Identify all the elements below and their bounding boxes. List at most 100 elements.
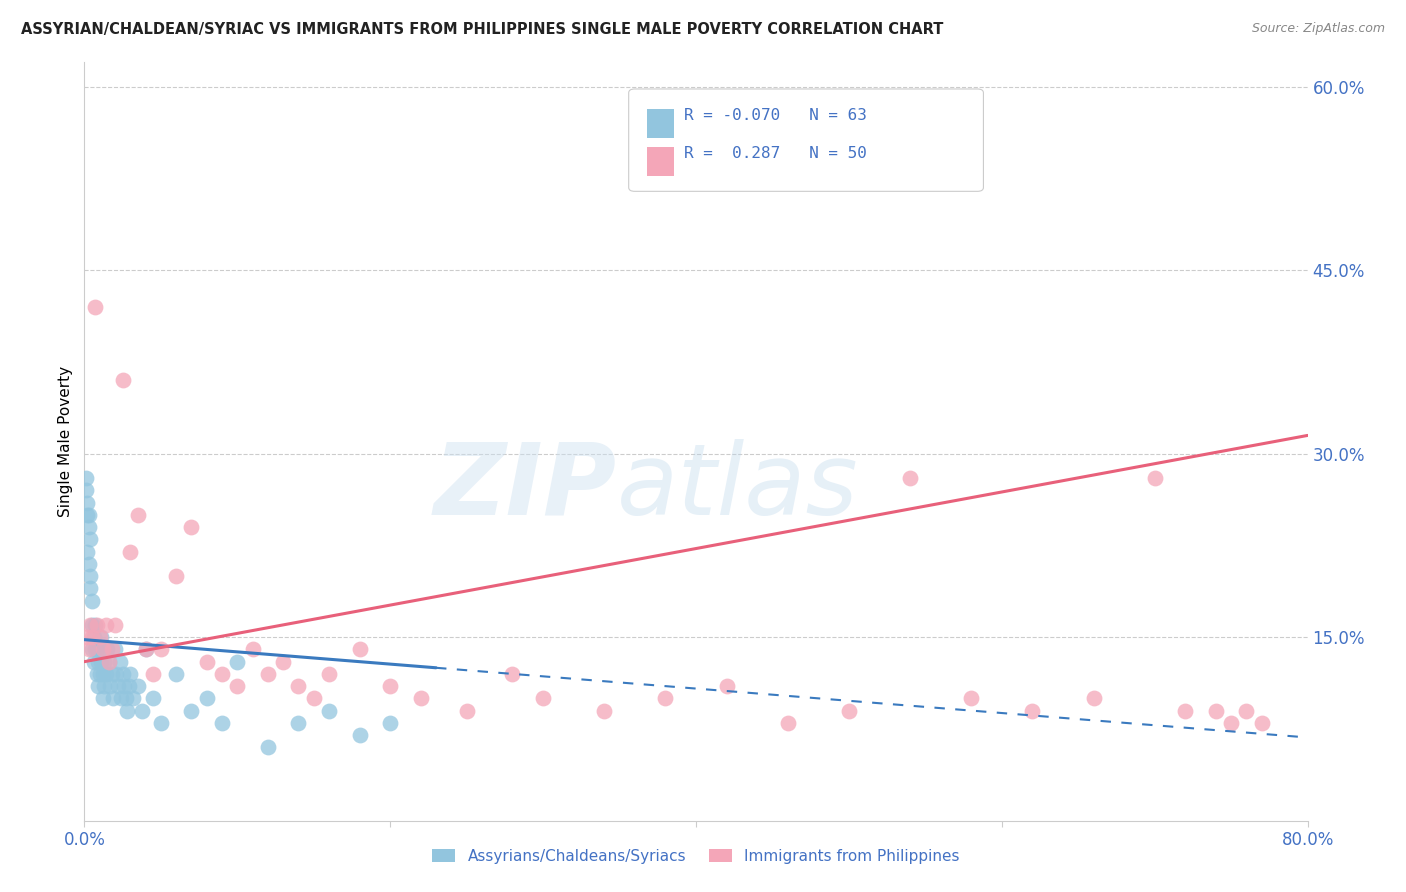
Point	[80, 642, 103, 657]
Point	[180, 704, 202, 718]
Text: ASSYRIAN/CHALDEAN/SYRIAC VS IMMIGRANTS FROM PHILIPPINES SINGLE MALE POVERTY CORR: ASSYRIAN/CHALDEAN/SYRIAC VS IMMIGRANTS F…	[21, 22, 943, 37]
Point	[165, 666, 187, 681]
Point	[226, 679, 249, 693]
Text: atlas: atlas	[616, 439, 858, 535]
Point	[101, 666, 124, 681]
Point	[86, 642, 108, 657]
Point	[1174, 704, 1197, 718]
Point	[105, 666, 128, 681]
Point	[149, 715, 172, 730]
Point	[91, 691, 114, 706]
Point	[898, 471, 921, 485]
Point	[76, 630, 98, 644]
Point	[211, 666, 233, 681]
Legend: Assyrians/Chaldeans/Syriacs, Immigrants from Philippines: Assyrians/Chaldeans/Syriacs, Immigrants …	[426, 843, 966, 870]
Text: R =  0.287   N = 50: R = 0.287 N = 50	[683, 146, 866, 161]
Point	[89, 666, 111, 681]
Point	[142, 691, 165, 706]
Point	[104, 642, 127, 657]
Point	[242, 642, 264, 657]
Point	[77, 508, 100, 522]
Point	[103, 691, 125, 706]
Point	[165, 569, 187, 583]
Point	[318, 704, 340, 718]
Point	[83, 630, 105, 644]
Point	[195, 655, 218, 669]
Point	[1236, 704, 1258, 718]
Point	[86, 618, 108, 632]
Text: Source: ZipAtlas.com: Source: ZipAtlas.com	[1251, 22, 1385, 36]
Point	[120, 544, 142, 558]
Point	[135, 642, 157, 657]
Point	[287, 715, 309, 730]
Point	[271, 655, 294, 669]
Point	[90, 630, 112, 644]
Point	[180, 520, 202, 534]
Point	[149, 642, 172, 657]
Point	[75, 483, 97, 498]
Point	[111, 373, 134, 387]
Point	[93, 655, 115, 669]
Point	[1205, 704, 1227, 718]
Point	[96, 642, 118, 657]
Point	[142, 666, 165, 681]
Point	[654, 691, 676, 706]
Point	[97, 655, 120, 669]
Point	[89, 642, 111, 657]
Point	[111, 666, 134, 681]
Point	[86, 666, 108, 681]
Point	[87, 679, 110, 693]
Point	[80, 618, 103, 632]
Point	[79, 618, 101, 632]
Point	[380, 679, 402, 693]
Point	[91, 642, 114, 657]
Point	[226, 655, 249, 669]
Point	[87, 655, 110, 669]
Point	[1083, 691, 1105, 706]
Point	[110, 691, 132, 706]
Point	[76, 508, 98, 522]
Point	[131, 704, 153, 718]
Point	[960, 691, 983, 706]
Point	[98, 679, 121, 693]
Point	[91, 666, 114, 681]
Point	[127, 508, 149, 522]
Point	[77, 520, 100, 534]
Point	[76, 544, 98, 558]
Point	[776, 715, 799, 730]
Bar	[647, 147, 673, 177]
Point	[108, 655, 131, 669]
Point	[104, 618, 127, 632]
Bar	[647, 110, 673, 138]
Point	[83, 655, 105, 669]
Text: ZIP: ZIP	[433, 439, 616, 535]
Y-axis label: Single Male Poverty: Single Male Poverty	[58, 366, 73, 517]
Point	[80, 593, 103, 607]
Point	[1220, 715, 1243, 730]
Point	[84, 300, 107, 314]
Point	[531, 691, 554, 706]
Point	[112, 679, 135, 693]
Point	[101, 642, 124, 657]
Point	[120, 666, 142, 681]
Point	[195, 691, 218, 706]
Point	[97, 655, 120, 669]
Point	[94, 666, 117, 681]
Point	[77, 642, 100, 657]
Point	[456, 704, 478, 718]
FancyBboxPatch shape	[628, 89, 983, 191]
Point	[302, 691, 325, 706]
Point	[89, 630, 111, 644]
Point	[318, 666, 340, 681]
Point	[115, 704, 138, 718]
Point	[502, 666, 524, 681]
Point	[838, 704, 860, 718]
Point	[349, 642, 371, 657]
Point	[135, 642, 157, 657]
Point	[79, 569, 101, 583]
Point	[1021, 704, 1043, 718]
Point	[349, 728, 371, 742]
Point	[93, 679, 115, 693]
Point	[122, 691, 145, 706]
Point	[257, 666, 280, 681]
